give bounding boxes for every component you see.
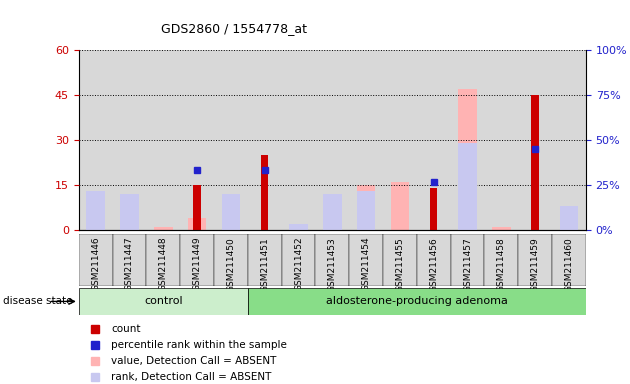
Bar	[214, 234, 248, 286]
Bar	[484, 50, 518, 230]
Bar	[323, 206, 341, 230]
Bar	[86, 191, 105, 230]
Bar	[450, 50, 484, 230]
Text: rank, Detection Call = ABSENT: rank, Detection Call = ABSENT	[112, 372, 272, 382]
Text: GSM211446: GSM211446	[91, 237, 100, 291]
Bar	[282, 50, 316, 230]
Bar	[282, 234, 316, 286]
Text: count: count	[112, 323, 141, 334]
Bar	[146, 50, 180, 230]
Bar	[180, 50, 214, 230]
Text: GSM211455: GSM211455	[396, 237, 404, 291]
Text: GSM211457: GSM211457	[463, 237, 472, 291]
Bar	[357, 185, 375, 230]
Text: GSM211450: GSM211450	[226, 237, 236, 291]
Bar	[261, 155, 268, 230]
Bar	[79, 288, 248, 315]
Bar	[458, 89, 477, 230]
Bar	[518, 234, 552, 286]
Bar	[248, 234, 282, 286]
Bar	[146, 234, 180, 286]
Bar	[248, 288, 586, 315]
Text: percentile rank within the sample: percentile rank within the sample	[112, 340, 287, 350]
Bar	[154, 227, 173, 230]
Bar	[518, 50, 552, 230]
Bar	[532, 95, 539, 230]
Bar	[349, 234, 383, 286]
Bar	[552, 50, 586, 230]
Bar	[417, 50, 450, 230]
Bar	[222, 194, 240, 230]
Text: value, Detection Call = ABSENT: value, Detection Call = ABSENT	[112, 356, 277, 366]
Bar	[316, 50, 349, 230]
Text: GSM211452: GSM211452	[294, 237, 303, 291]
Bar	[120, 194, 139, 230]
Bar	[86, 209, 105, 230]
Bar	[120, 218, 139, 230]
Bar	[316, 234, 349, 286]
Bar	[383, 234, 417, 286]
Bar	[79, 234, 113, 286]
Bar	[430, 188, 437, 230]
Text: GSM211456: GSM211456	[429, 237, 438, 291]
Bar	[180, 234, 214, 286]
Text: GSM211447: GSM211447	[125, 237, 134, 291]
Bar	[349, 50, 383, 230]
Bar	[391, 182, 410, 230]
Bar	[458, 143, 477, 230]
Bar	[484, 234, 518, 286]
Text: GSM211453: GSM211453	[328, 237, 337, 291]
Text: GSM211460: GSM211460	[564, 237, 573, 291]
Bar	[323, 194, 341, 230]
Text: GSM211459: GSM211459	[530, 237, 540, 291]
Bar	[357, 191, 375, 230]
Bar	[214, 50, 248, 230]
Bar	[552, 234, 586, 286]
Bar	[193, 185, 201, 230]
Bar	[383, 50, 417, 230]
Text: GSM211454: GSM211454	[362, 237, 370, 291]
Bar	[289, 224, 308, 230]
Text: GSM211449: GSM211449	[193, 237, 202, 291]
Text: control: control	[144, 296, 183, 306]
Bar	[559, 206, 578, 230]
Bar	[450, 234, 484, 286]
Bar	[79, 50, 113, 230]
Bar	[492, 227, 511, 230]
Text: GDS2860 / 1554778_at: GDS2860 / 1554778_at	[161, 22, 307, 35]
Text: GSM211451: GSM211451	[260, 237, 269, 291]
Bar	[113, 50, 146, 230]
Text: aldosterone-producing adenoma: aldosterone-producing adenoma	[326, 296, 508, 306]
Text: GSM211458: GSM211458	[497, 237, 506, 291]
Bar	[417, 234, 450, 286]
Text: disease state: disease state	[3, 296, 72, 306]
Bar	[248, 50, 282, 230]
Bar	[113, 234, 146, 286]
Bar	[188, 218, 207, 230]
Bar	[222, 206, 240, 230]
Text: GSM211448: GSM211448	[159, 237, 168, 291]
